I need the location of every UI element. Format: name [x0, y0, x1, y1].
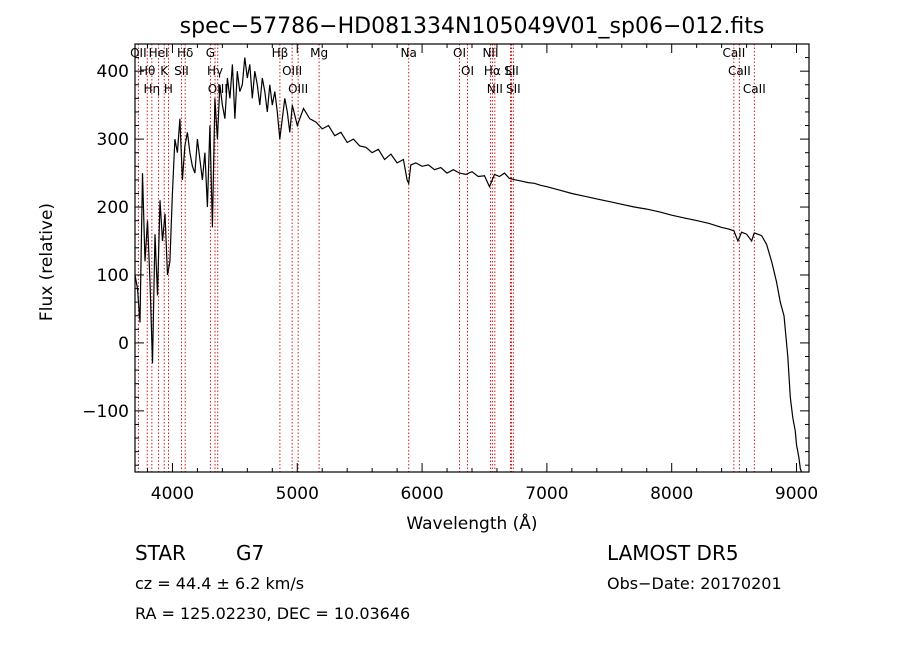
line-marker-label: Na	[401, 46, 417, 60]
x-tick-label: 9000	[775, 484, 818, 504]
y-axis-label: Flux (relative)	[37, 203, 57, 321]
y-tick-label: −100	[82, 402, 129, 422]
line-marker-label: SII	[506, 82, 521, 96]
line-marker-label: Hγ	[207, 64, 223, 78]
plot-frame	[134, 43, 810, 473]
x-tick-label: 4000	[151, 484, 194, 504]
line-marker-label: OIII	[208, 82, 228, 96]
coordinates-text: RA = 125.02230, DEC = 10.03646	[135, 604, 410, 623]
line-marker-label: OI	[461, 64, 474, 78]
object-subclass: G7	[236, 541, 264, 565]
line-marker-label: OIII	[288, 82, 308, 96]
observation-date: Obs−Date: 20170201	[607, 574, 782, 593]
line-marker-label: Hθ	[139, 64, 155, 78]
line-marker-label: Mg	[310, 46, 328, 60]
line-marker-label: Hη	[144, 82, 161, 96]
line-marker-label: Hβ	[272, 46, 289, 60]
x-tick-label: 7000	[525, 484, 568, 504]
y-tick-label: 100	[97, 266, 129, 286]
line-marker-label: CaII	[743, 82, 766, 96]
spectrum-series-line	[134, 57, 803, 473]
x-tick-label: 8000	[650, 484, 693, 504]
line-marker-label: CaII	[728, 64, 751, 78]
x-axis-ticks: 4000 5000 6000 7000 8000 9000	[146, 44, 818, 504]
x-axis-label: Wavelength (Å)	[406, 512, 537, 534]
y-axis-ticks: −100 0 100 200 300 400	[82, 43, 809, 466]
line-marker-label: Li	[505, 64, 515, 78]
line-marker-label: OI	[453, 46, 466, 60]
spectral-line-markers	[137, 44, 755, 472]
survey-label: LAMOST DR5	[607, 541, 739, 565]
line-marker-label: OII	[130, 46, 147, 60]
redshift-text: cz = 44.4 ± 6.2 km/s	[135, 574, 304, 593]
y-tick-label: 200	[97, 198, 129, 218]
line-marker-label: SII	[504, 64, 519, 78]
y-tick-label: 0	[118, 334, 129, 354]
line-marker-label: K	[160, 64, 169, 78]
line-marker-label: SII	[174, 64, 189, 78]
line-marker-label: HeI	[149, 46, 169, 60]
line-marker-label: G	[206, 46, 215, 60]
line-marker-label: Hα	[484, 64, 501, 78]
y-tick-label: 400	[97, 62, 129, 82]
line-marker-label: H	[164, 82, 173, 96]
chart-title: spec−57786−HD081334N105049V01_sp06−012.f…	[180, 14, 765, 39]
line-marker-label: NII	[487, 82, 503, 96]
line-marker-label: OIII	[282, 64, 302, 78]
x-tick-label: 5000	[276, 484, 319, 504]
y-tick-label: 300	[97, 130, 129, 150]
x-tick-label: 6000	[400, 484, 443, 504]
object-class: STAR	[135, 541, 186, 565]
line-marker-label: NII	[482, 46, 498, 60]
line-marker-label: Hδ	[177, 46, 193, 60]
line-marker-label: CaII	[722, 46, 745, 60]
